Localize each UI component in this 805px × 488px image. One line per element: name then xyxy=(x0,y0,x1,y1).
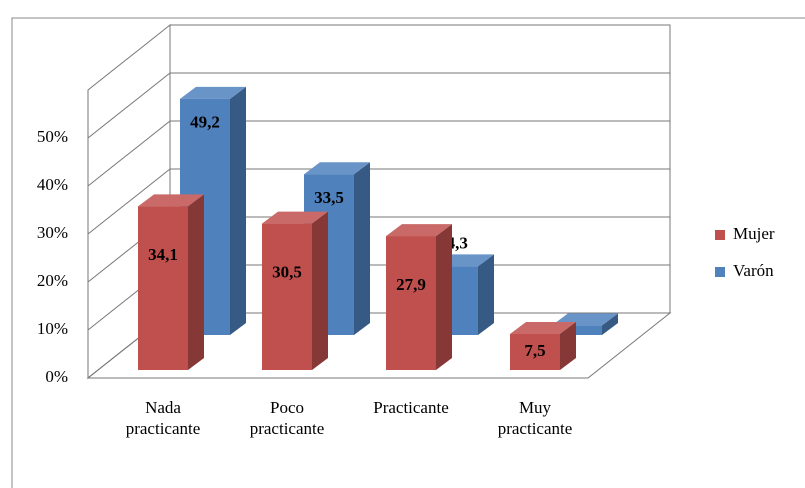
legend-swatch xyxy=(715,230,725,240)
data-label: 34,1 xyxy=(148,245,178,264)
x-tick-label: Nada practicante xyxy=(125,398,201,438)
x-tick-label: Poco practicante xyxy=(249,398,325,438)
x-tick-label: Practicante xyxy=(373,398,449,417)
data-label: 33,5 xyxy=(314,188,344,207)
data-label: 49,2 xyxy=(190,113,220,132)
y-tick-label: 10% xyxy=(37,319,68,338)
data-label: 30,5 xyxy=(272,263,302,282)
y-tick-label: 20% xyxy=(37,271,68,290)
bar-front xyxy=(138,206,188,370)
grid-line xyxy=(87,72,670,139)
bar xyxy=(510,322,576,370)
bar xyxy=(138,194,204,370)
data-label: 7,5 xyxy=(524,341,545,360)
y-tick-label: 0% xyxy=(45,367,68,386)
bar-side xyxy=(354,162,370,335)
bar-side xyxy=(230,86,246,335)
bar-top xyxy=(510,322,576,334)
bar xyxy=(386,224,452,370)
bar-front xyxy=(510,334,560,370)
bar-side xyxy=(188,194,204,370)
y-tick-label: 30% xyxy=(37,223,68,242)
bar-front xyxy=(552,325,602,335)
bar-front xyxy=(386,236,436,370)
bar-top xyxy=(180,86,246,99)
bar-side xyxy=(436,224,452,370)
bar-side xyxy=(312,211,328,370)
grid-line xyxy=(87,168,670,235)
data-label: 27,9 xyxy=(396,275,426,294)
bar-front xyxy=(262,223,312,370)
y-tick-label: 50% xyxy=(37,127,68,146)
chart-border xyxy=(11,17,805,488)
grid-line xyxy=(87,120,670,187)
bar-side xyxy=(602,313,618,335)
y-tick-label: 40% xyxy=(37,175,68,194)
legend-label: Mujer xyxy=(733,224,775,243)
x-tick-label: Muy practicante xyxy=(497,398,573,438)
bar-side xyxy=(478,254,494,335)
legend-swatch xyxy=(715,267,725,277)
bar-side xyxy=(560,322,576,370)
bar-top xyxy=(386,224,452,237)
bar xyxy=(262,211,328,370)
legend-label: Varón xyxy=(733,261,774,280)
bar-top xyxy=(138,194,204,207)
bar-top xyxy=(304,162,370,175)
bar-top xyxy=(262,211,328,224)
